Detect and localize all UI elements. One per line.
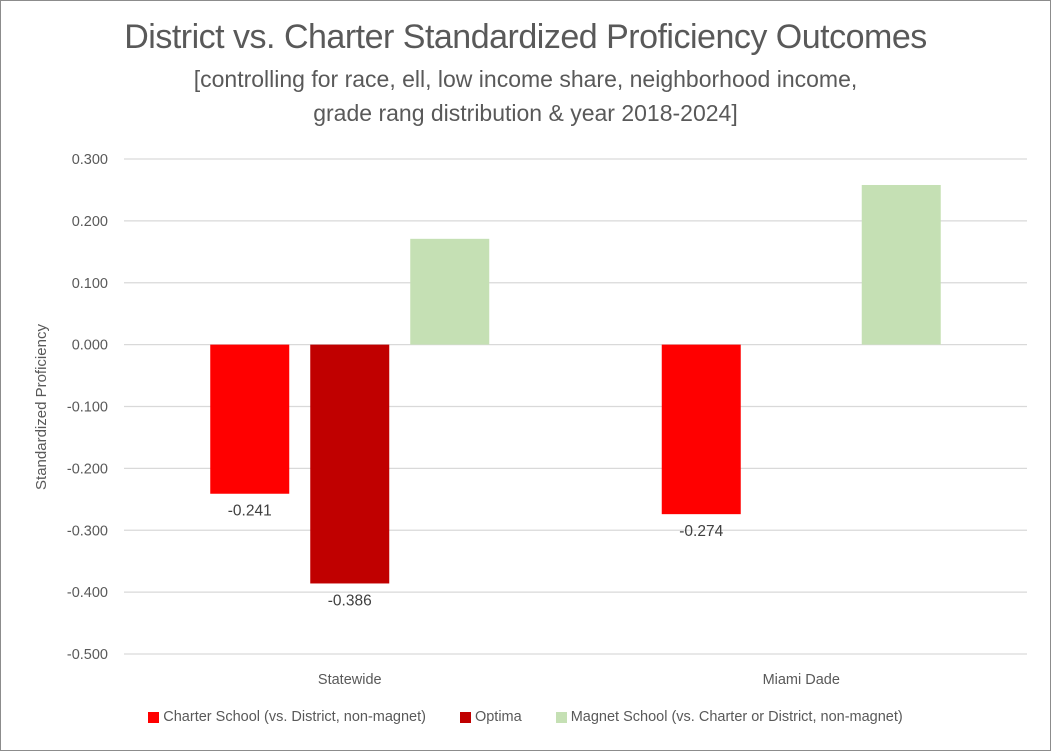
legend-label: Magnet School (vs. Charter or District, …: [570, 709, 903, 725]
bar-optima-statewide: [310, 344, 390, 584]
y-tick-label: -0.400: [67, 585, 108, 601]
bar-magnet-statewide: [410, 238, 490, 345]
y-tick-label: 0.300: [72, 152, 108, 168]
chart-title: District vs. Charter Standardized Profic…: [124, 18, 927, 56]
category-label: Miami Dade: [763, 672, 840, 688]
legend-item: Magnet School (vs. Charter or District, …: [555, 709, 903, 725]
y-tick-label: -0.100: [67, 400, 108, 416]
y-tick-label: -0.500: [67, 647, 108, 663]
y-tick-label: -0.200: [67, 461, 108, 477]
bar-charter-miami-dade: [661, 344, 741, 515]
legend-swatch: [555, 711, 567, 723]
y-axis-label: Standardized Proficiency: [33, 324, 50, 490]
legend-swatch: [459, 711, 471, 723]
legend-item: Charter School (vs. District, non-magnet…: [148, 709, 426, 725]
category-label: Statewide: [318, 672, 382, 688]
y-tick-label: -0.300: [67, 523, 108, 539]
category-labels: Statewide Miami Dade: [318, 672, 840, 688]
data-labels: -0.241 -0.386 -0.274: [228, 503, 724, 610]
data-label: -0.386: [328, 592, 372, 609]
chart-subtitle-line-2: grade rang distribution & year 2018-2024…: [313, 100, 738, 126]
y-tick-label: 0.100: [72, 276, 108, 292]
legend-label: Optima: [474, 709, 522, 725]
y-axis-ticks: 0.300 0.200 0.100 0.000 -0.100 -0.200 -0.300 -0…: [67, 152, 108, 663]
bar-magnet-miami-dade: [861, 184, 941, 345]
y-tick-label: 0.000: [72, 338, 108, 354]
legend: Charter School (vs. District, non-magnet…: [0, 709, 1051, 725]
data-label: -0.274: [679, 523, 723, 540]
data-label: -0.241: [228, 503, 272, 520]
y-tick-label: 0.200: [72, 214, 108, 230]
bar-charter-statewide: [210, 344, 290, 494]
legend-swatch: [148, 711, 160, 723]
legend-item: Optima: [459, 709, 522, 725]
bars: [210, 184, 941, 584]
legend-label: Charter School (vs. District, non-magnet…: [163, 709, 426, 725]
chart-subtitle-line-1: [controlling for race, ell, low income s…: [193, 66, 858, 92]
